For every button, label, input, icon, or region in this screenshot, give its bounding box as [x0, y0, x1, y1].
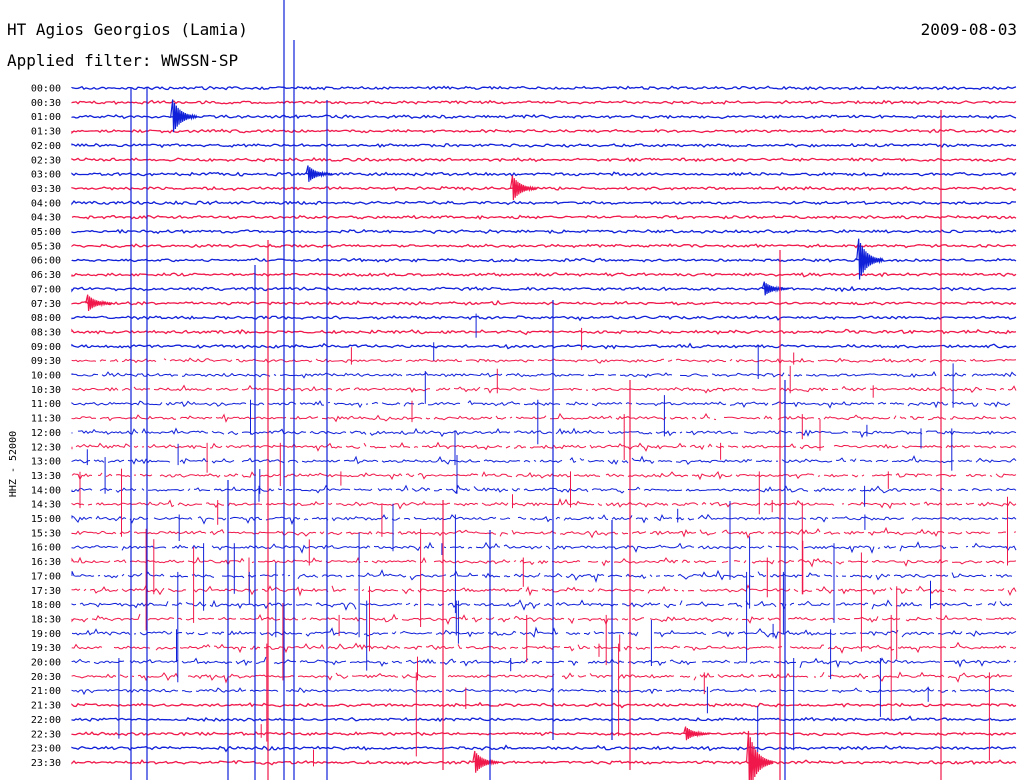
- trace-row: [71, 455, 1017, 466]
- trace-row: [71, 228, 1017, 235]
- hour-label: 03:30: [31, 184, 61, 195]
- hour-label: 17:00: [31, 571, 61, 582]
- trace-row: [71, 484, 1017, 494]
- trace-row: [71, 128, 1017, 135]
- hour-label: 06:30: [31, 270, 61, 281]
- trace-row: [71, 185, 1017, 192]
- trace-row: [71, 214, 1017, 221]
- hour-label: 04:00: [31, 198, 61, 209]
- trace-row: [71, 114, 1017, 120]
- hour-label: 02:30: [31, 155, 61, 166]
- hour-label: 19:00: [31, 629, 61, 640]
- hour-label: 15:00: [31, 514, 61, 525]
- event-burst: [85, 294, 113, 312]
- hour-label: 21:30: [31, 701, 61, 712]
- hour-label: 13:00: [31, 457, 61, 468]
- hour-label: 10:00: [31, 371, 61, 382]
- hour-label: 04:30: [31, 213, 61, 224]
- trace-row: [71, 427, 1017, 439]
- event-burst: [683, 726, 711, 741]
- trace-row: [71, 99, 1017, 105]
- hour-label: 08:00: [31, 313, 61, 324]
- trace-row: [71, 299, 1017, 306]
- hour-label: 10:30: [31, 385, 61, 396]
- hour-label: 02:00: [31, 141, 61, 152]
- event-burst: [472, 750, 500, 773]
- hour-label: 20:30: [31, 672, 61, 683]
- trace-row: [71, 157, 1017, 163]
- trace-row: [71, 656, 1017, 669]
- trace-row: [71, 257, 1017, 263]
- hour-label: 00:00: [31, 84, 61, 95]
- hour-label: 17:30: [31, 586, 61, 597]
- seismic-traces: [71, 85, 1017, 766]
- hour-label: 09:30: [31, 356, 61, 367]
- hour-label: 11:00: [31, 399, 61, 410]
- channel-axis-label: HHZ - 52000: [8, 431, 19, 497]
- event-burst: [761, 281, 789, 296]
- hour-label: 14:30: [31, 500, 61, 511]
- hour-label: 01:00: [31, 112, 61, 123]
- hour-label: 23:00: [31, 744, 61, 755]
- hour-label: 03:00: [31, 170, 61, 181]
- trace-row: [71, 200, 1016, 206]
- trace-row: [71, 328, 1017, 336]
- hour-label: 05:30: [31, 241, 61, 252]
- hour-label: 16:00: [31, 543, 61, 554]
- hour-label: 07:30: [31, 299, 61, 310]
- seismic-spikes: [79, 0, 1008, 780]
- filter-label: Applied filter: WWSSN-SP: [7, 51, 238, 70]
- hour-label: 15:30: [31, 528, 61, 539]
- hour-label: 09:00: [31, 342, 61, 353]
- trace-row: [71, 285, 1017, 293]
- trace-row: [71, 526, 1017, 539]
- hour-label: 19:30: [31, 643, 61, 654]
- event-burst: [856, 238, 884, 280]
- event-burst: [170, 99, 198, 133]
- trace-row: [71, 370, 1017, 379]
- hour-labels: 00:00 00:30 01:00 01:30 02:00 02:30 03:00 03:30…: [31, 84, 61, 769]
- hour-label: 13:30: [31, 471, 61, 482]
- trace-row: [71, 584, 1017, 597]
- trace-row: [71, 272, 1017, 278]
- event-burst: [509, 175, 538, 201]
- date-label: 2009-08-03: [921, 20, 1017, 39]
- hour-label: 23:30: [31, 758, 61, 769]
- trace-row: [71, 470, 1017, 481]
- hour-label: 11:30: [31, 414, 61, 425]
- hour-label: 22:30: [31, 729, 61, 740]
- trace-row: [71, 626, 1017, 640]
- hour-label: 12:30: [31, 442, 61, 453]
- hour-label: 14:00: [31, 485, 61, 496]
- hour-label: 21:00: [31, 686, 61, 697]
- trace-row: [71, 556, 1017, 568]
- trace-row: [71, 687, 1015, 696]
- hour-label: 05:00: [31, 227, 61, 238]
- trace-row: [71, 142, 1017, 149]
- station-title: HT Agios Georgios (Lamia): [7, 20, 248, 39]
- event-burst: [745, 730, 774, 780]
- hour-label: 18:00: [31, 600, 61, 611]
- hour-label: 12:00: [31, 428, 61, 439]
- hour-label: 18:30: [31, 614, 61, 625]
- trace-row: [71, 384, 1017, 394]
- hour-label: 00:30: [31, 98, 61, 109]
- hour-label: 07:00: [31, 284, 61, 295]
- hour-label: 22:00: [31, 715, 61, 726]
- trace-row: [71, 342, 1017, 350]
- trace-row: [71, 171, 1017, 177]
- hour-label: 20:00: [31, 658, 61, 669]
- hour-label: 06:00: [31, 256, 61, 267]
- hour-label: 01:30: [31, 127, 61, 138]
- trace-row: [71, 85, 1017, 91]
- hour-label: 08:30: [31, 327, 61, 338]
- event-burst: [305, 165, 333, 182]
- trace-row: [71, 541, 1017, 554]
- trace-row: [71, 314, 1017, 322]
- hour-label: 16:30: [31, 557, 61, 568]
